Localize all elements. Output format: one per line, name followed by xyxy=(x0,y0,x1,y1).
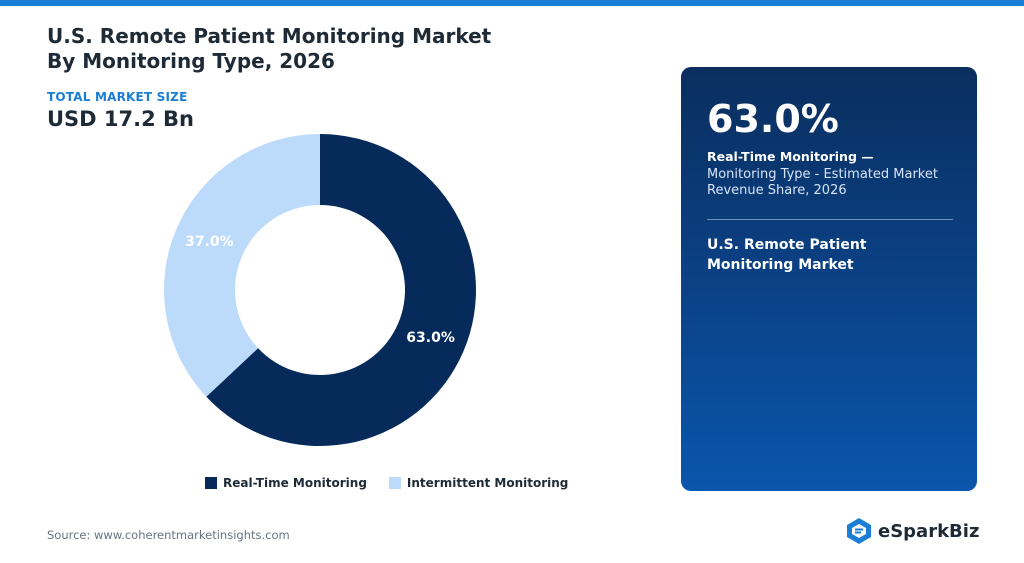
highlight-panel: 63.0% Real-Time Monitoring — Monitoring … xyxy=(681,67,977,491)
legend-swatch-intermittent xyxy=(388,477,401,489)
donut-slice-intermittent xyxy=(164,134,320,397)
total-market-size-label: TOTAL MARKET SIZE xyxy=(47,90,188,104)
highlight-description: Monitoring Type - Estimated Market Reven… xyxy=(707,167,938,198)
highlight-divider xyxy=(707,219,953,220)
donut-label-real-time: 63.0% xyxy=(406,330,455,346)
chart-title: U.S. Remote Patient Monitoring Market By… xyxy=(47,24,607,74)
chart-title-line-2: By Monitoring Type, 2026 xyxy=(47,49,335,73)
legend-swatch-real-time xyxy=(205,477,217,489)
source-note: Source: www.coherentmarketinsights.com xyxy=(47,528,290,542)
esparkbiz-logo-icon xyxy=(847,518,871,544)
donut-slice-real-time xyxy=(206,134,477,446)
legend-item-real-time: Real-Time Monitoring xyxy=(205,476,367,490)
total-market-size-value: USD 17.2 Bn xyxy=(47,107,194,131)
donut-slices xyxy=(164,134,477,446)
chart-legend: Real-Time Monitoring Intermittent Monito… xyxy=(205,474,590,492)
chart-title-line-1: U.S. Remote Patient Monitoring Market xyxy=(47,24,492,48)
legend-item-intermittent: Intermittent Monitoring xyxy=(388,476,569,490)
legend-label-intermittent: Intermittent Monitoring xyxy=(406,476,569,490)
legend-label-real-time: Real-Time Monitoring xyxy=(223,476,367,490)
donut-slice-labels: 63.0% 37.0% xyxy=(185,234,455,346)
esparkbiz-logo: eSparkBiz xyxy=(846,517,979,545)
highlight-percentage: 63.0% xyxy=(707,97,839,141)
highlight-market-name: U.S. Remote Patient Monitoring Market xyxy=(707,237,867,273)
highlight-segment: Real-Time Monitoring — xyxy=(707,149,874,164)
top-accent-bar xyxy=(0,0,1024,6)
donut-label-intermittent: 37.0% xyxy=(185,234,234,250)
donut-chart: 63.0% 37.0% xyxy=(164,134,477,446)
esparkbiz-logo-text: eSparkBiz xyxy=(878,520,980,542)
